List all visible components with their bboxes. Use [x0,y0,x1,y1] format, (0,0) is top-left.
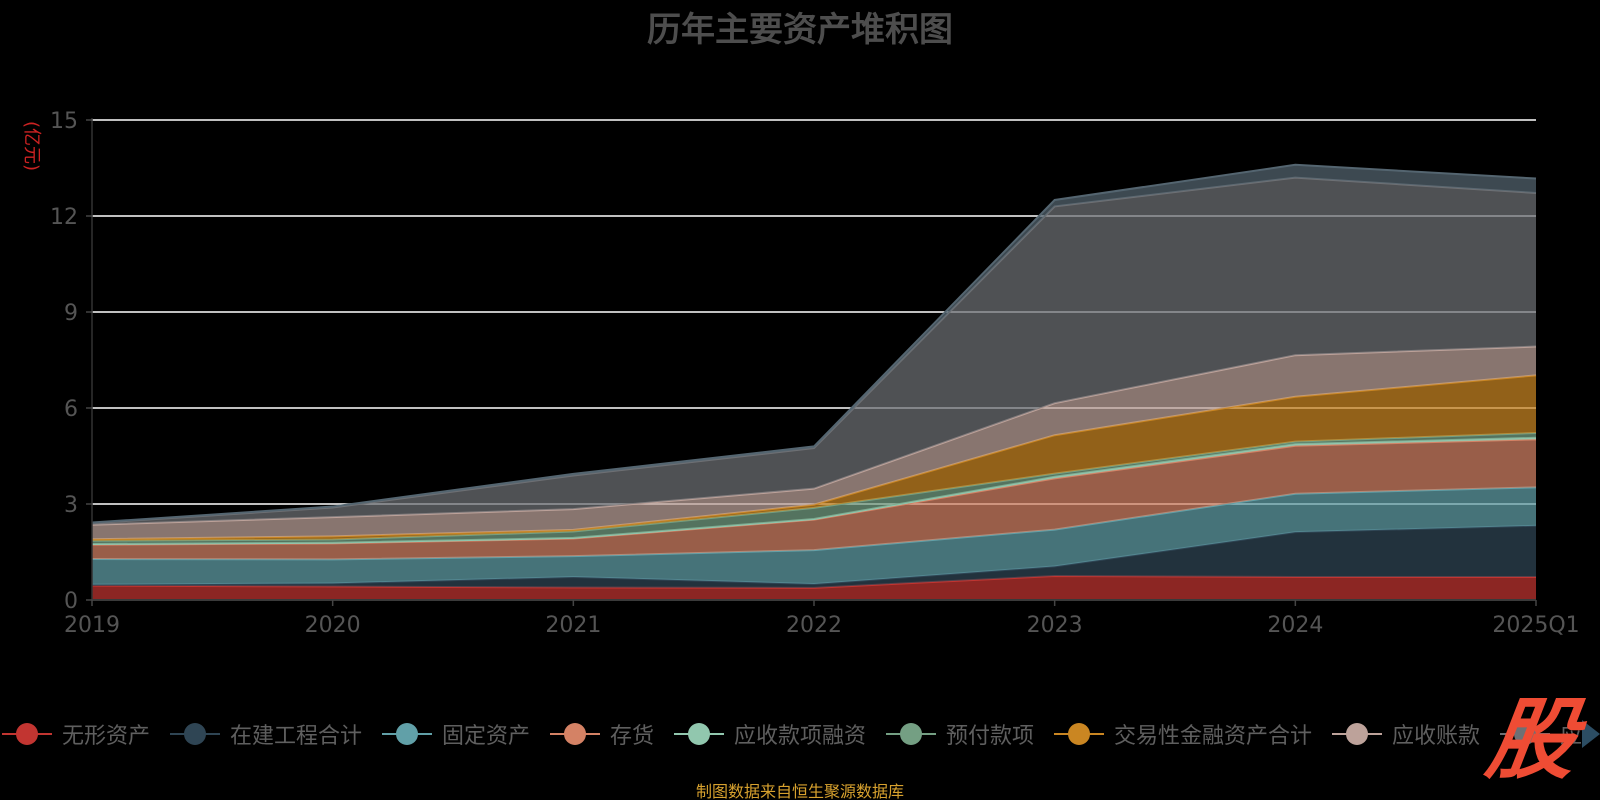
x-tick-label: 2022 [786,613,842,638]
legend-marker-icon [382,722,432,746]
y-tick-label: 3 [64,493,78,518]
x-tick-label: 2024 [1267,613,1323,638]
legend-item[interactable]: 无形资产 [2,712,150,756]
y-axis-label: (亿元) [21,121,42,171]
legend-label: 预付款项 [946,724,1035,749]
area-series-8 [92,177,1536,525]
x-tick-label: 2019 [64,613,120,638]
x-tick-label: 2021 [545,613,601,638]
legend-label: 存货 [610,724,655,749]
y-tick-label: 6 [64,397,78,422]
legend-marker-icon [1500,722,1550,746]
line-series-9 [91,163,1537,524]
legend-marker-icon [1054,722,1104,746]
chart-canvas: 0 3 6 9 12 15 2019 2020 2021 2022 2023 2024 2025Q1 (亿… [21,109,1580,638]
y-tick-label: 12 [50,205,78,230]
legend-item[interactable]: 预付款项 [886,712,1034,756]
source-footer: 制图数据来自恒生聚源数据库 [695,782,904,800]
legend-marker-icon [550,722,600,746]
legend-item[interactable]: 交易性金融资产合计 [1054,712,1312,756]
legend-label: 交易性金融资产合计 [1114,724,1313,749]
legend-marker-icon [170,722,220,746]
x-tick-label: 2023 [1027,613,1083,638]
legend-label: 无形资产 [62,724,151,749]
legend-label: 固定资产 [442,724,531,749]
legend-label: 应收款项融资 [734,724,867,749]
legend-item[interactable]: 应 [1500,712,1582,756]
y-tick-label: 9 [64,301,78,326]
y-tick-label: 15 [50,109,78,134]
area-series-7 [92,346,1536,540]
legend-label: 在建工程合计 [230,724,363,749]
legend: 无形资产 在建工程合计 固定资产 存货 应收款项融资 预付款项 交易性金融资产合计 应收账款 应 [0,712,1600,756]
legend-marker-icon [1332,722,1382,746]
legend-item[interactable]: 应收款项融资 [674,712,866,756]
area-series-1 [92,525,1536,588]
legend-item[interactable]: 应收账款 [1332,712,1480,756]
legend-label: 应收账款 [1392,724,1481,749]
chart-title: 历年主要资产堆积图 [647,10,953,50]
legend-marker-icon [886,722,936,746]
legend-item[interactable]: 存货 [550,712,654,756]
watermark-logo: 股 [1480,688,1584,791]
legend-marker-icon [674,722,724,746]
legend-item[interactable]: 固定资产 [382,712,530,756]
x-tick-label: 2025Q1 [1492,613,1579,638]
legend-marker-icon [2,722,52,746]
legend-item[interactable]: 在建工程合计 [170,712,362,756]
legend-next-arrow-icon[interactable] [1582,720,1600,748]
area-series-3 [92,439,1536,560]
x-tick-label: 2020 [305,613,361,638]
legend-label: 应 [1560,724,1583,749]
y-tick-label: 0 [64,589,78,614]
